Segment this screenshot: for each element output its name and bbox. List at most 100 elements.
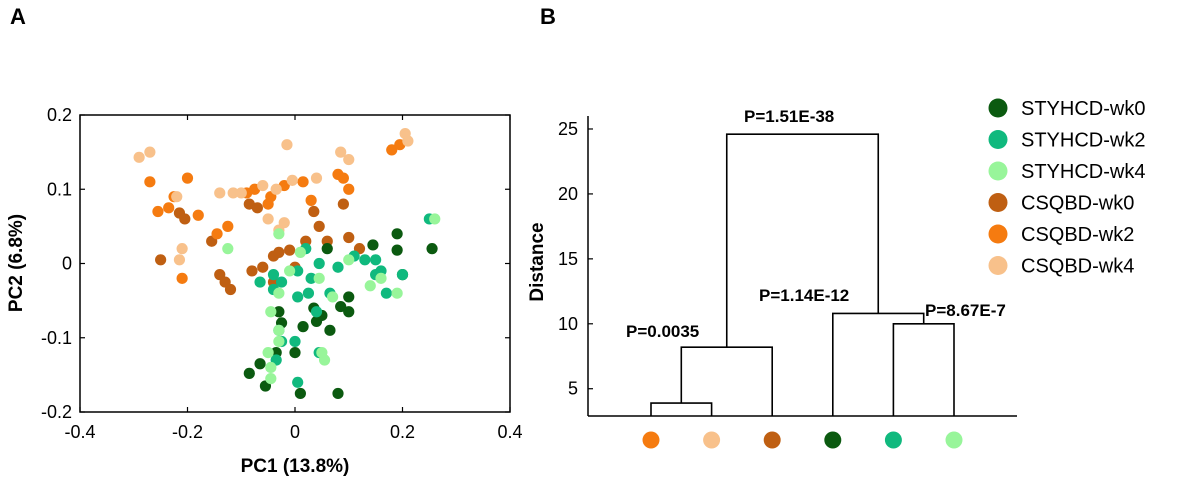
- scatter-point: [310, 306, 323, 318]
- y-tick-label: -0.1: [41, 328, 72, 348]
- panel-letter-a: A: [10, 4, 26, 29]
- scatter-point: [289, 347, 301, 359]
- scatter-point: [332, 261, 344, 273]
- scatter-point: [343, 306, 355, 318]
- scatter-point: [254, 276, 266, 288]
- scatter-points: [133, 127, 441, 400]
- scatter-point: [335, 300, 347, 313]
- scatter-plot: -0.4 -0.2 0 0.2 0.4-0.2-0.100.10.2 PC1 (13.8…: [6, 105, 523, 477]
- scatter-point: [265, 306, 277, 318]
- dendrogram-link: [680, 346, 773, 416]
- scatter-point: [222, 220, 234, 232]
- scatter-point: [133, 151, 145, 163]
- scatter-point: [337, 198, 349, 210]
- p-value-label: P=0.0035: [626, 322, 699, 341]
- scatter-point: [176, 243, 188, 255]
- scatter-point: [375, 272, 387, 284]
- scatter-point: [273, 335, 285, 348]
- scatter-point: [254, 358, 266, 370]
- legend-label: CSQBD-wk2: [1021, 224, 1134, 246]
- scatter-point: [305, 194, 317, 206]
- scatter-point: [273, 324, 285, 336]
- scatter-point: [343, 183, 355, 195]
- scatter-point: [176, 272, 188, 284]
- scatter-point: [224, 283, 237, 296]
- scatter-point: [386, 144, 398, 156]
- dendrogram-link: [650, 402, 713, 416]
- p-value-label: P=1.51E-38: [744, 107, 834, 126]
- scatter-point: [289, 335, 301, 348]
- scatter-point: [318, 354, 331, 366]
- scatter-point: [265, 372, 277, 385]
- scatter-point: [211, 228, 223, 240]
- scatter-point: [313, 257, 325, 270]
- scatter-point: [262, 347, 274, 359]
- scatter-point: [214, 187, 226, 199]
- dendrogram-tick-label: 10: [558, 314, 578, 334]
- scatter-point: [292, 265, 304, 277]
- scatter-point: [305, 272, 317, 284]
- x-tick-label: 0.4: [497, 422, 522, 442]
- dendrogram-leaves: [642, 431, 963, 449]
- scatter-point: [429, 213, 441, 225]
- x-tick-label: 0.2: [390, 422, 415, 442]
- scatter-point: [222, 243, 234, 255]
- dendrogram-p-values: P=0.0035 P=8.67E-7 P=1.14E-12 P=1.51E-38: [626, 107, 1006, 341]
- leaf-marker: [945, 431, 963, 449]
- y-axis-label: PC2 (6.8%): [6, 214, 27, 312]
- dendrogram: 5 10 15 20 25 P=0.0035 P=8.67E-7 P=1.14E-12 P=1…: [527, 107, 1017, 449]
- scatter-point: [281, 139, 293, 151]
- scatter-point: [335, 146, 347, 158]
- scatter-point: [179, 213, 191, 225]
- legend-swatch: [988, 224, 1008, 244]
- scatter-point: [262, 198, 274, 210]
- scatter-point: [144, 146, 156, 158]
- scatter-point: [364, 280, 376, 292]
- x-axis-label: PC1 (13.8%): [241, 456, 350, 477]
- scatter-point: [321, 243, 333, 255]
- scatter-point: [284, 265, 296, 277]
- x-tick-label: 0: [290, 422, 300, 442]
- scatter-point: [171, 191, 183, 203]
- dendrogram-y-label: Distance: [527, 222, 548, 301]
- scatter-point: [396, 269, 409, 281]
- scatter-point: [273, 228, 285, 240]
- scatter-point: [152, 205, 164, 218]
- scatter-point: [294, 387, 306, 400]
- dendrogram-tick-label: 15: [558, 249, 578, 269]
- scatter-point: [367, 239, 379, 251]
- panel-letter-b: B: [540, 4, 556, 29]
- scatter-point: [343, 231, 355, 244]
- dendrogram-link: [725, 133, 880, 348]
- dendrogram-tick-label: 5: [568, 379, 578, 399]
- scatter-point: [308, 205, 320, 218]
- leaf-marker: [824, 431, 842, 449]
- scatter-point: [332, 387, 344, 400]
- scatter-point: [380, 287, 392, 299]
- dendrogram-link: [892, 322, 955, 416]
- leaf-marker: [642, 431, 660, 449]
- dendrogram-link: [832, 312, 925, 416]
- scatter-point: [302, 287, 315, 299]
- p-value-label: P=1.14E-12: [759, 286, 849, 305]
- y-tick-label: 0: [62, 254, 72, 274]
- scatter-point: [267, 269, 280, 281]
- scatter-point: [246, 265, 258, 277]
- scatter-point: [270, 183, 282, 195]
- scatter-point: [273, 246, 285, 258]
- leaf-marker: [703, 431, 721, 449]
- scatter-point: [251, 202, 263, 214]
- legend-label: CSQBD-wk0: [1021, 193, 1134, 215]
- legend-swatch: [988, 256, 1008, 275]
- scatter-point: [402, 135, 414, 147]
- leaf-marker: [763, 431, 781, 449]
- legend-swatch: [988, 193, 1008, 212]
- scatter-point: [273, 306, 285, 318]
- x-tick-label: -0.2: [172, 422, 203, 442]
- dendrogram-links: [650, 133, 955, 416]
- scatter-point: [337, 172, 349, 184]
- scatter-point: [426, 243, 438, 255]
- scatter-point: [324, 324, 336, 336]
- scatter-point: [144, 176, 156, 188]
